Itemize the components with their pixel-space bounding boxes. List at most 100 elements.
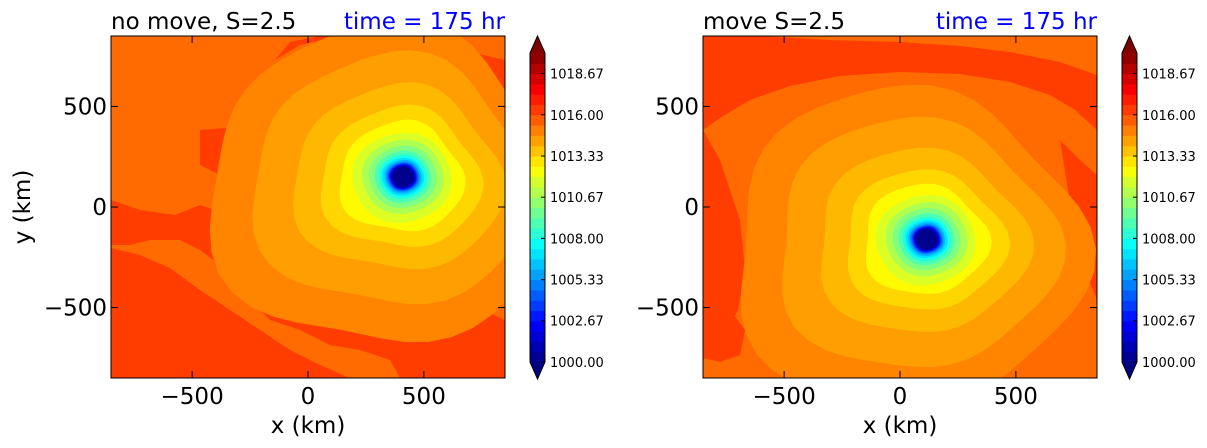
colorbar-segment	[1122, 238, 1137, 250]
x-tick-label: −500	[753, 384, 816, 410]
colorbar-tick-label: 1002.67	[550, 315, 604, 330]
y-tick-label: −500	[44, 296, 107, 322]
colorbar-segment	[530, 310, 545, 322]
colorbar-extend-min	[1122, 362, 1137, 379]
colorbar-segment	[1122, 83, 1137, 95]
colorbar-segment	[1122, 53, 1137, 64]
colorbar-segment	[530, 279, 545, 291]
colorbar-segment	[1122, 73, 1137, 85]
x-tick-label: 500	[994, 384, 1038, 410]
high-pressure-patch	[703, 130, 745, 360]
pressure-field	[703, 36, 1097, 378]
colorbar-segment	[530, 320, 545, 332]
colorbar-tick-label: 1000.00	[1142, 356, 1196, 371]
colorbar-segment	[530, 104, 545, 116]
colorbar-segment	[1122, 217, 1137, 229]
colorbar-segment	[530, 156, 545, 167]
colorbar-tick-label: 1005.33	[1142, 274, 1196, 289]
panel-title: move S=2.5	[703, 9, 845, 35]
colorbar	[1121, 34, 1138, 381]
y-tick-label: 500	[655, 94, 699, 120]
colorbar-segment	[1122, 259, 1137, 270]
y-tick-label: 500	[63, 94, 107, 120]
colorbar-segment	[1122, 114, 1137, 126]
colorbar-segment	[530, 238, 545, 250]
panel-no-move: no move, S=2.5 time = 175 hr x (km) y (k…	[10, 9, 604, 439]
x-tick-label: 0	[301, 384, 316, 410]
colorbar-segment	[1122, 176, 1137, 188]
colorbar-extend-max	[530, 36, 545, 53]
colorbar-segment	[1122, 228, 1137, 239]
panel-subtitle: time = 175 hr	[344, 9, 506, 35]
pressure-contour	[392, 166, 414, 187]
colorbar-segment	[530, 300, 545, 311]
colorbar-segment	[1122, 289, 1137, 301]
colorbar-segment	[530, 114, 545, 126]
colorbar-extend-min	[530, 362, 545, 379]
colorbar-segment	[1122, 186, 1137, 198]
colorbar-tick-label: 1013.33	[550, 150, 604, 165]
colorbar-segment	[1122, 331, 1137, 342]
colorbar-segment	[1122, 135, 1137, 147]
x-axis-label: x (km)	[863, 413, 938, 439]
colorbar-segment	[530, 53, 545, 64]
colorbar-segment	[530, 331, 545, 342]
colorbar-segment	[530, 166, 545, 178]
colorbar-segment	[530, 125, 545, 136]
colorbar-segment	[530, 351, 545, 363]
colorbar-tick-label: 1002.67	[1142, 315, 1196, 330]
colorbar-tick-label: 1016.00	[1142, 109, 1196, 124]
colorbar-tick-label: 1008.00	[1142, 232, 1196, 247]
high-pressure-patch	[111, 248, 350, 378]
colorbar-tick-label: 1018.67	[1142, 68, 1196, 83]
y-tick-label: 0	[92, 195, 107, 221]
colorbar-segment	[1122, 166, 1137, 178]
colorbar-segment	[530, 176, 545, 188]
colorbar-segment	[530, 228, 545, 239]
colorbar-tick-label: 1010.67	[550, 191, 604, 206]
colorbar-segment	[530, 259, 545, 270]
colorbar-segment	[530, 207, 545, 219]
colorbar-segment	[1122, 341, 1137, 353]
colorbar-segment	[530, 63, 545, 75]
colorbar-segment	[530, 197, 545, 208]
colorbar-segment	[530, 135, 545, 147]
colorbar-segment	[530, 94, 545, 105]
x-tick-label: 0	[893, 384, 908, 410]
high-pressure-patch	[703, 300, 745, 362]
colorbar	[529, 34, 546, 381]
colorbar-tick-label: 1008.00	[550, 232, 604, 247]
colorbar-segment	[1122, 145, 1137, 157]
colorbar-extend-max	[1122, 36, 1137, 53]
high-pressure-patch	[703, 36, 1097, 130]
y-axis-label: y (km)	[10, 170, 36, 245]
colorbar-segment	[530, 341, 545, 353]
colorbar-segment	[1122, 197, 1137, 208]
colorbar-tick-label: 1005.33	[550, 274, 604, 289]
pressure-contour	[916, 229, 938, 250]
colorbar-segment	[1122, 269, 1137, 281]
colorbar-segment	[1122, 104, 1137, 116]
panel-subtitle: time = 175 hr	[936, 9, 1098, 35]
colorbar-segment	[1122, 310, 1137, 322]
colorbar-segment	[530, 289, 545, 301]
colorbar-segment	[530, 269, 545, 281]
colorbar-segment	[1122, 63, 1137, 75]
x-tick-label: 500	[402, 384, 446, 410]
y-tick-label: −500	[636, 296, 699, 322]
y-tick-label: 0	[684, 195, 699, 221]
colorbar-segment	[1122, 320, 1137, 332]
colorbar-segment	[1122, 94, 1137, 105]
colorbar-tick-label: 1018.67	[550, 68, 604, 83]
colorbar-segment	[530, 217, 545, 229]
panel-move: move S=2.5 time = 175 hr x (km) −500 0 500…	[636, 9, 1196, 439]
pressure-field	[111, 36, 505, 378]
colorbar-segment	[530, 145, 545, 157]
colorbar-tick-label: 1013.33	[1142, 150, 1196, 165]
colorbar-tick-label: 1010.67	[1142, 191, 1196, 206]
colorbar-segment	[1122, 279, 1137, 291]
colorbar-segment	[1122, 248, 1137, 260]
panel-title: no move, S=2.5	[111, 9, 296, 35]
colorbar-segment	[530, 248, 545, 260]
